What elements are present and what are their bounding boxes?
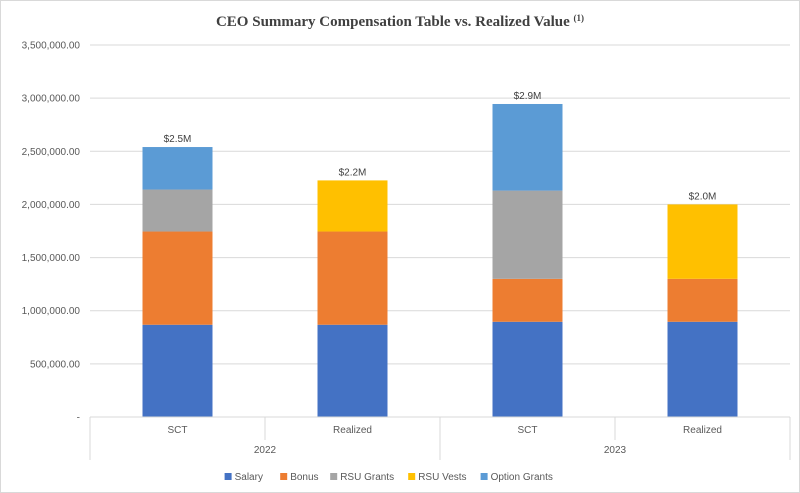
bar-segment-option-grants [142,147,213,190]
legend-label: Option Grants [491,472,553,483]
bar-segment-salary [142,324,213,417]
legend-item: Option Grants [480,472,553,483]
bar-segment-rsu-vests [667,204,738,279]
x-group-label: 2022 [254,445,277,456]
bar-segment-rsu-grants [142,189,213,232]
y-tick-label: 1,500,000.00 [22,253,81,264]
y-tick-label: 2,500,000.00 [22,147,81,158]
legend-swatch [480,473,488,480]
total-data-label: $2.5M [164,134,192,145]
y-tick-label: 3,000,000.00 [22,94,81,105]
legend-label: RSU Vests [418,472,466,483]
legend-label: RSU Grants [340,472,394,483]
y-tick-label: 3,500,000.00 [22,41,81,52]
bar-segment-bonus [492,278,563,322]
total-data-label: $2.0M [689,191,717,202]
legend-swatch [408,473,416,480]
bar-segment-salary [667,321,738,417]
total-data-label: $2.9M [514,91,542,102]
bar-segment-salary [492,321,563,417]
x-category-label: SCT [168,425,188,436]
y-tick-label: 1,000,000.00 [22,306,81,317]
legend-label: Bonus [290,472,318,483]
legend-swatch [224,473,232,480]
bar-segment-option-grants [492,103,563,191]
bar-segment-bonus [142,231,213,325]
legend-item: Bonus [280,472,319,483]
legend-swatch [280,473,288,480]
legend-swatch [330,473,338,480]
y-tick-label: 2,000,000.00 [22,200,81,211]
bar-segment-bonus [667,278,738,322]
legend-item: RSU Vests [408,472,467,483]
legend-item: RSU Grants [330,472,394,483]
legend-label: Salary [235,472,263,483]
bar-segment-rsu-grants [492,190,563,279]
total-data-label: $2.2M [339,167,367,178]
x-category-label: Realized [683,425,722,436]
y-tick-label: 500,000.00 [30,359,80,370]
chart-title: CEO Summary Compensation Table vs. Reali… [216,13,584,30]
bar-segment-rsu-vests [317,180,388,232]
legend-item: Salary [224,472,263,483]
bar-segment-bonus [317,231,388,325]
x-category-label: Realized [333,425,372,436]
bar-segment-salary [317,324,388,417]
y-tick-label: - [77,413,80,424]
x-category-label: SCT [518,425,538,436]
x-group-label: 2023 [604,445,627,456]
